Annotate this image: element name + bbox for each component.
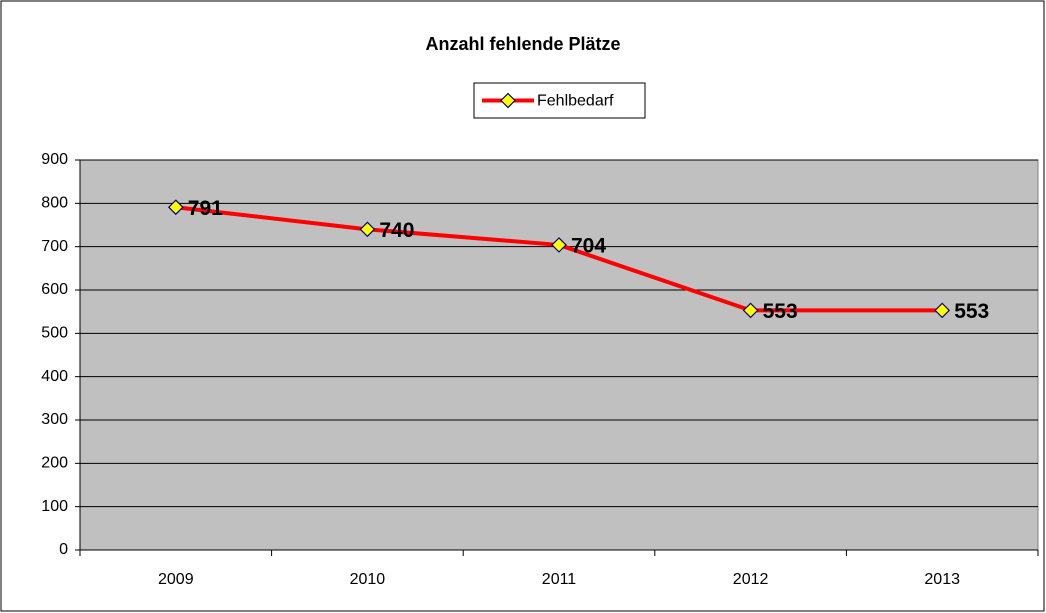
marker bbox=[359, 221, 376, 238]
marker bbox=[742, 302, 759, 319]
y-tick-label: 0 bbox=[59, 541, 68, 558]
y-tick-label: 400 bbox=[41, 368, 68, 385]
marker bbox=[934, 302, 951, 319]
x-tick-label: 2010 bbox=[350, 571, 386, 588]
legend-marker bbox=[500, 92, 516, 109]
x-tick-label: 2011 bbox=[542, 571, 577, 588]
data-label: 553 bbox=[763, 300, 798, 323]
y-tick-label: 100 bbox=[41, 498, 68, 515]
x-tick-label: 2009 bbox=[158, 571, 194, 588]
y-tick-label: 700 bbox=[41, 238, 68, 255]
x-tick-label: 2013 bbox=[924, 571, 960, 588]
legend-label: Fehlbedarf bbox=[537, 93, 614, 110]
y-tick-label: 500 bbox=[41, 325, 68, 342]
marker bbox=[167, 199, 184, 216]
y-tick-label: 900 bbox=[41, 151, 68, 168]
y-tick-label: 800 bbox=[41, 195, 68, 212]
marker bbox=[551, 237, 567, 253]
data-label: 791 bbox=[188, 197, 223, 220]
data-label: 740 bbox=[379, 219, 414, 242]
plot-area bbox=[79, 159, 1039, 551]
y-tick-label: 200 bbox=[41, 455, 68, 472]
data-label: 704 bbox=[571, 234, 606, 257]
y-tick-label: 600 bbox=[41, 281, 68, 298]
y-tick-label: 300 bbox=[41, 411, 68, 428]
data-label: 553 bbox=[954, 300, 989, 323]
chart-title: Anzahl fehlende Plätze bbox=[425, 34, 620, 54]
x-tick-label: 2012 bbox=[733, 571, 769, 588]
